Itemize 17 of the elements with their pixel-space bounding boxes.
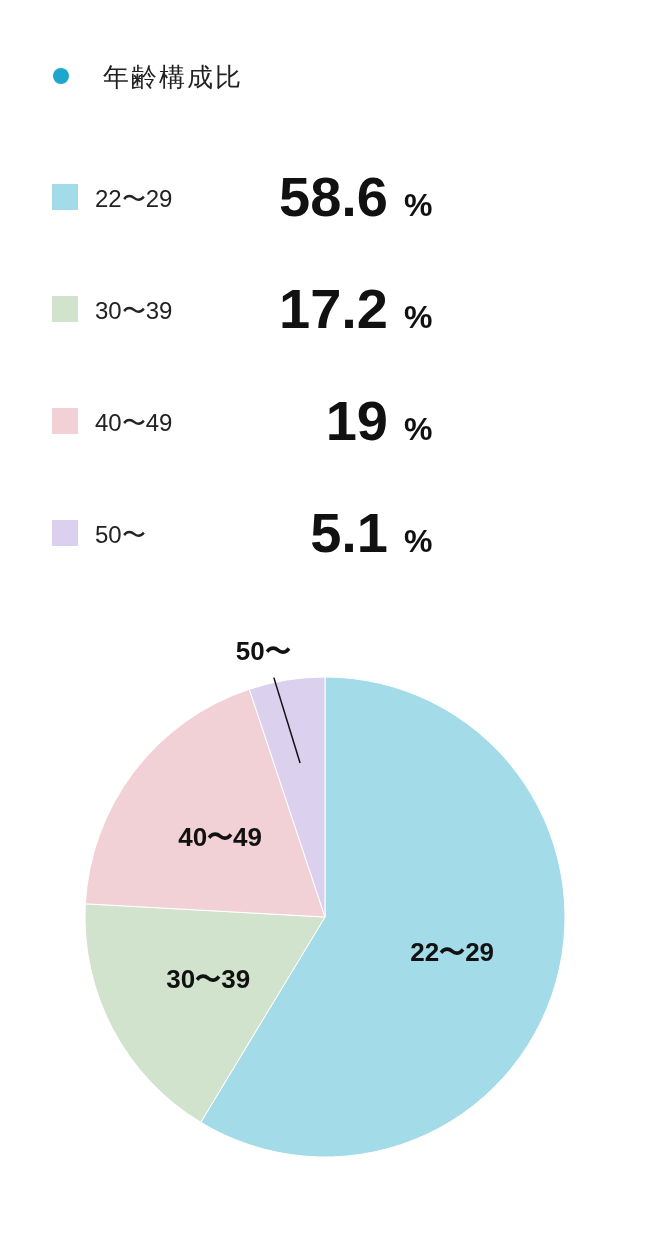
data-label: 58.6 <box>279 165 388 228</box>
legend-label: 50〜 <box>95 521 146 548</box>
text: % <box>404 299 433 335</box>
text: % <box>404 187 433 223</box>
slice-label: 40〜49 <box>178 821 263 852</box>
data-label: 17.2 <box>279 277 388 340</box>
slice-label: 22〜29 <box>410 937 495 968</box>
title: 年齢構成比 <box>103 62 243 92</box>
legend-label: 40〜49 <box>95 409 173 436</box>
text: % <box>404 523 433 559</box>
slice-label: 30〜39 <box>166 963 251 994</box>
slice-label: 50〜 <box>235 636 291 667</box>
text: % <box>404 411 433 447</box>
data-label: 19 <box>325 389 388 452</box>
legend-label: 22〜29 <box>95 185 173 212</box>
legend-label: 30〜39 <box>95 297 173 324</box>
data-label: 5.1 <box>310 501 388 564</box>
